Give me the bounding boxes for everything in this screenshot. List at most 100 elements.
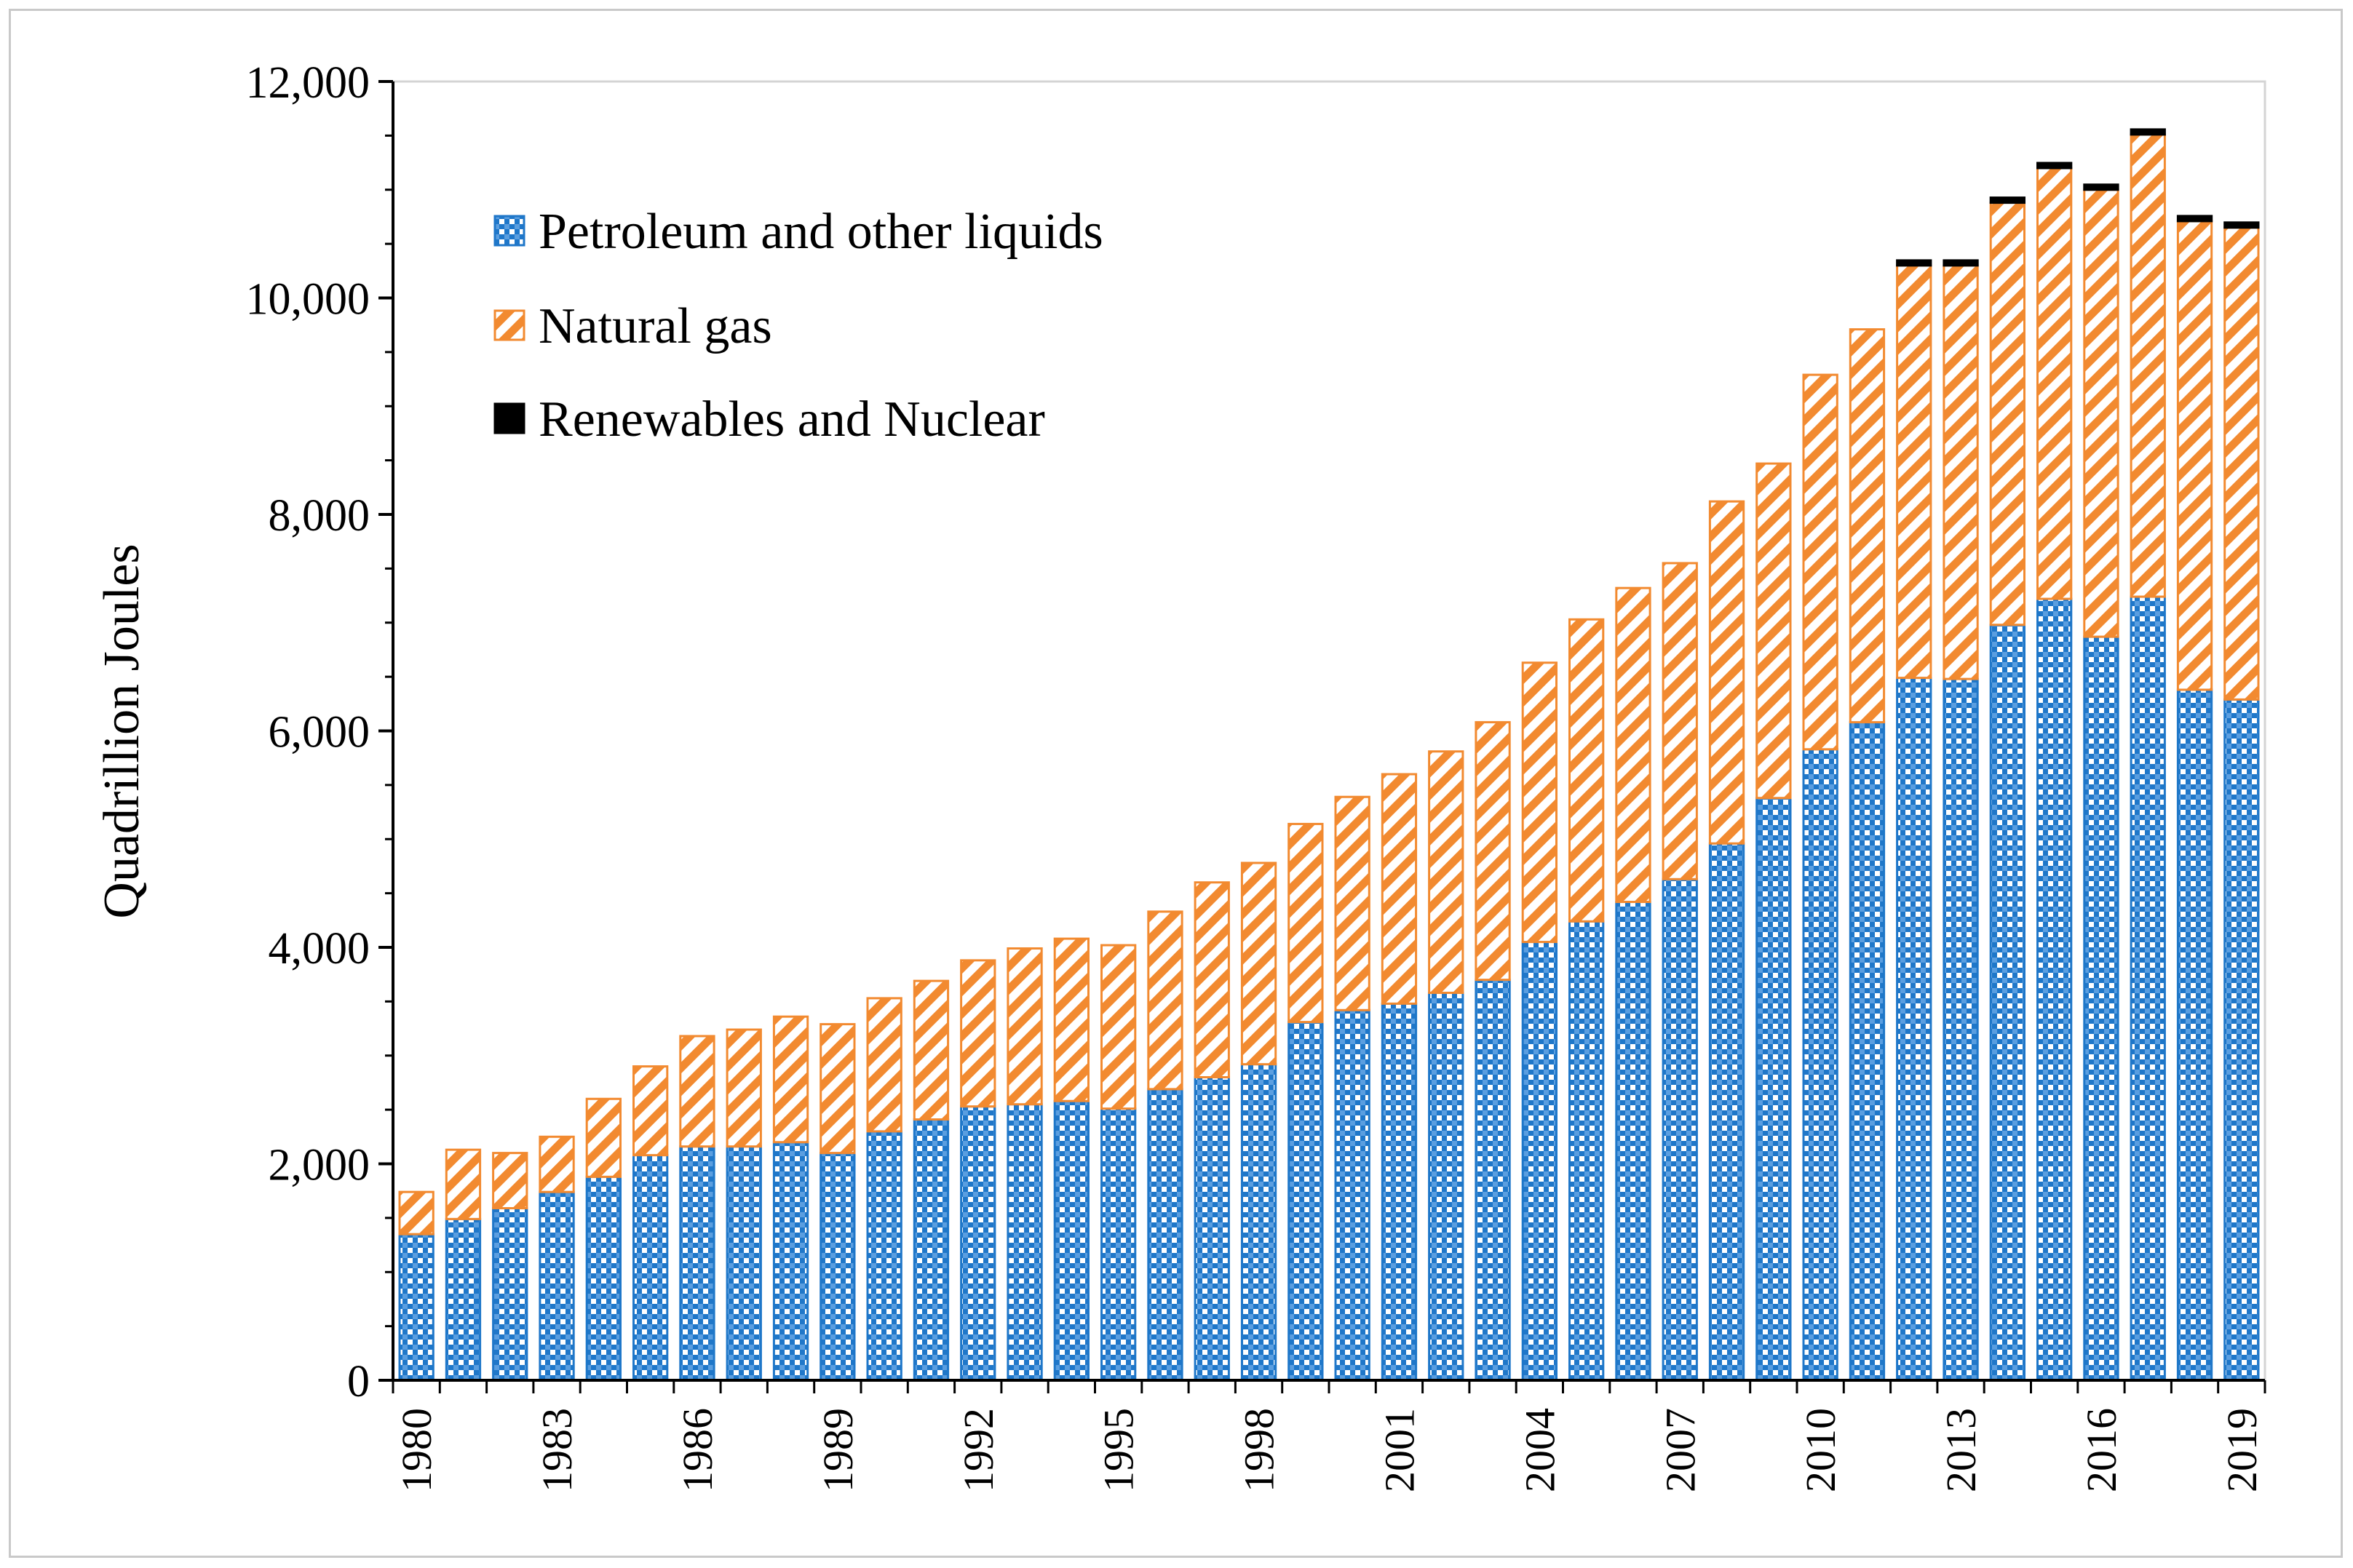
bar-natural-gas-2001 (1381, 773, 1418, 1005)
legend-swatch-natural-gas (493, 309, 525, 341)
bar-petroleum-and-other-liquids-1981 (445, 1217, 482, 1382)
x-tick-label: 2004 (1516, 1408, 1563, 1492)
bar-renewables-and-nuclear-2015 (2036, 162, 2073, 170)
bar-petroleum-and-other-liquids-2003 (1475, 979, 1511, 1382)
bar-natural-gas-1987 (726, 1028, 762, 1148)
bar-natural-gas-1993 (1007, 947, 1043, 1106)
bar-petroleum-and-other-liquids-1985 (632, 1154, 669, 1382)
y-tick-label: 6,000 (269, 708, 370, 757)
bar-petroleum-and-other-liquids-2018 (2176, 688, 2213, 1382)
bar-renewables-and-nuclear-2017 (2130, 128, 2166, 136)
bar-natural-gas-2012 (1896, 264, 1932, 680)
x-tick-label: 2013 (1937, 1408, 1985, 1492)
bar-natural-gas-2019 (2223, 226, 2260, 701)
bar-natural-gas-2004 (1521, 661, 1558, 944)
bar-natural-gas-1998 (1240, 861, 1277, 1066)
bar-petroleum-and-other-liquids-2011 (1849, 721, 1886, 1382)
x-tick-label: 2010 (1797, 1408, 1844, 1492)
bar-natural-gas-2013 (1943, 264, 1979, 680)
bar-petroleum-and-other-liquids-2004 (1521, 941, 1558, 1382)
x-tick-label: 1983 (533, 1408, 581, 1492)
bar-renewables-and-nuclear-2016 (2083, 183, 2119, 191)
bar-renewables-and-nuclear-2019 (2223, 221, 2260, 229)
bar-natural-gas-2010 (1802, 373, 1838, 751)
bar-natural-gas-1981 (445, 1148, 482, 1220)
bar-renewables-and-nuclear-2013 (1943, 259, 1979, 267)
bar-natural-gas-1994 (1053, 937, 1090, 1102)
bar-natural-gas-2008 (1708, 500, 1745, 845)
bar-natural-gas-1980 (398, 1190, 435, 1235)
x-tick-label: 1992 (955, 1408, 1002, 1492)
plot-area (392, 80, 2266, 1382)
bar-petroleum-and-other-liquids-2002 (1428, 991, 1464, 1382)
bar-petroleum-and-other-liquids-2015 (2036, 597, 2073, 1382)
bar-natural-gas-1989 (820, 1023, 856, 1155)
bar-petroleum-and-other-liquids-1991 (913, 1118, 950, 1382)
x-tick-label: 2016 (2078, 1408, 2125, 1492)
bar-natural-gas-2018 (2176, 220, 2213, 691)
bar-natural-gas-1990 (866, 997, 902, 1133)
bar-petroleum-and-other-liquids-1980 (398, 1233, 435, 1382)
bar-natural-gas-1984 (585, 1097, 622, 1178)
x-tick-label: 1980 (393, 1408, 440, 1492)
bar-natural-gas-2015 (2036, 167, 2073, 600)
bar-natural-gas-1992 (960, 959, 996, 1108)
bar-petroleum-and-other-liquids-2008 (1708, 842, 1745, 1382)
bar-petroleum-and-other-liquids-2010 (1802, 748, 1838, 1382)
bar-natural-gas-1986 (679, 1035, 715, 1148)
bar-petroleum-and-other-liquids-1995 (1100, 1107, 1137, 1382)
bar-petroleum-and-other-liquids-1989 (820, 1152, 856, 1382)
bar-petroleum-and-other-liquids-1983 (539, 1190, 575, 1382)
legend-label: Petroleum and other liquids (539, 204, 1103, 260)
bar-natural-gas-2002 (1428, 750, 1464, 994)
x-tick-label: 1989 (814, 1408, 862, 1492)
bar-petroleum-and-other-liquids-2014 (1989, 624, 2025, 1382)
bar-petroleum-and-other-liquids-2017 (2130, 595, 2166, 1382)
legend: Petroleum and other liquids Natural gas Re… (493, 204, 1103, 447)
bar-natural-gas-1995 (1100, 944, 1137, 1110)
bar-renewables-and-nuclear-2012 (1896, 259, 1932, 267)
bar-petroleum-and-other-liquids-2007 (1662, 877, 1698, 1382)
x-tick-label: 2007 (1656, 1408, 1704, 1492)
x-tick-label: 1986 (674, 1408, 721, 1492)
bar-natural-gas-2009 (1755, 462, 1792, 800)
bar-petroleum-and-other-liquids-1994 (1053, 1099, 1090, 1382)
bar-natural-gas-2000 (1334, 795, 1370, 1011)
y-tick-label: 4,000 (269, 924, 370, 974)
bar-natural-gas-1999 (1287, 822, 1324, 1024)
bar-natural-gas-1988 (772, 1015, 809, 1144)
bar-petroleum-and-other-liquids-1996 (1147, 1088, 1183, 1382)
bar-natural-gas-1996 (1147, 910, 1183, 1091)
x-tick-label: 1998 (1236, 1408, 1283, 1492)
legend-label: Renewables and Nuclear (539, 391, 1045, 447)
bar-petroleum-and-other-liquids-1988 (772, 1141, 809, 1382)
bar-natural-gas-2017 (2130, 133, 2166, 598)
bar-petroleum-and-other-liquids-1982 (492, 1206, 528, 1382)
bar-petroleum-and-other-liquids-1993 (1007, 1103, 1043, 1382)
bar-petroleum-and-other-liquids-2012 (1896, 677, 1932, 1382)
y-tick-label: 10,000 (246, 275, 370, 325)
x-tick-label: 1995 (1095, 1408, 1143, 1492)
bar-natural-gas-2016 (2083, 188, 2119, 638)
bar-petroleum-and-other-liquids-2001 (1381, 1002, 1418, 1382)
bar-petroleum-and-other-liquids-1990 (866, 1130, 902, 1382)
bar-natural-gas-1983 (539, 1135, 575, 1193)
bar-petroleum-and-other-liquids-2006 (1615, 901, 1651, 1382)
y-tick-label: 2,000 (269, 1141, 370, 1190)
legend-swatch-petroleum-and-other-liquids (493, 215, 525, 247)
bar-natural-gas-2014 (1989, 202, 2025, 626)
y-axis-title: Quadrillion Joules (94, 544, 150, 918)
bar-petroleum-and-other-liquids-1987 (726, 1145, 762, 1382)
y-tick-label: 0 (347, 1357, 370, 1406)
bar-natural-gas-1982 (492, 1152, 528, 1209)
bar-natural-gas-2003 (1475, 721, 1511, 982)
bar-renewables-and-nuclear-2018 (2176, 215, 2213, 223)
bar-petroleum-and-other-liquids-2000 (1334, 1008, 1370, 1382)
y-tick-label: 8,000 (269, 491, 370, 541)
bar-natural-gas-2005 (1568, 618, 1605, 923)
bar-petroleum-and-other-liquids-2016 (2083, 635, 2119, 1382)
bar-petroleum-and-other-liquids-1986 (679, 1145, 715, 1382)
bar-natural-gas-1991 (913, 979, 950, 1121)
legend-swatch-renewables-and-nuclear (493, 402, 525, 434)
